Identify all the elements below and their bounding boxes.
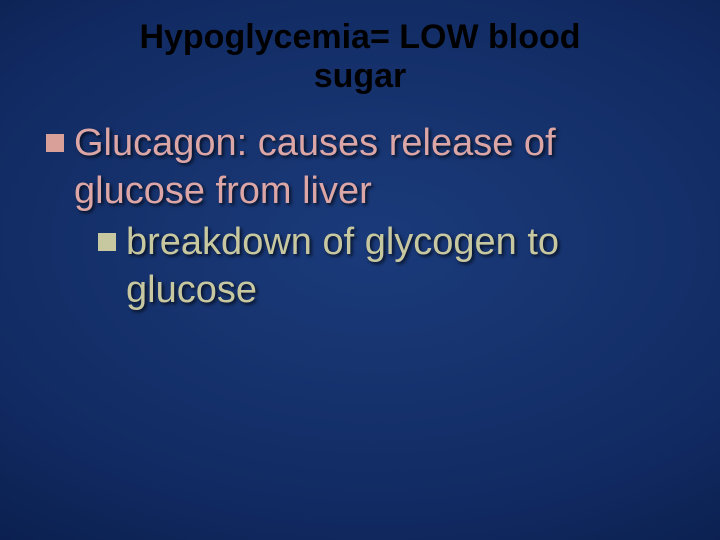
title-line-2: sugar [314,57,407,95]
bullet-level-2: breakdown of glycogen to glucose [98,219,692,314]
title-line-1: Hypoglycemia= LOW blood [139,18,580,56]
square-bullet-icon [46,134,64,152]
bullet-level-1-text: Glucagon: causes release of glucose from… [74,120,692,215]
bullet-level-2-text: breakdown of glycogen to glucose [126,219,692,314]
slide: Hypoglycemia= LOW blood sugar Glucagon: … [0,0,720,540]
slide-title: Hypoglycemia= LOW blood sugar [68,18,652,96]
square-bullet-icon [98,233,116,251]
bullet-level-1: Glucagon: causes release of glucose from… [46,120,692,215]
